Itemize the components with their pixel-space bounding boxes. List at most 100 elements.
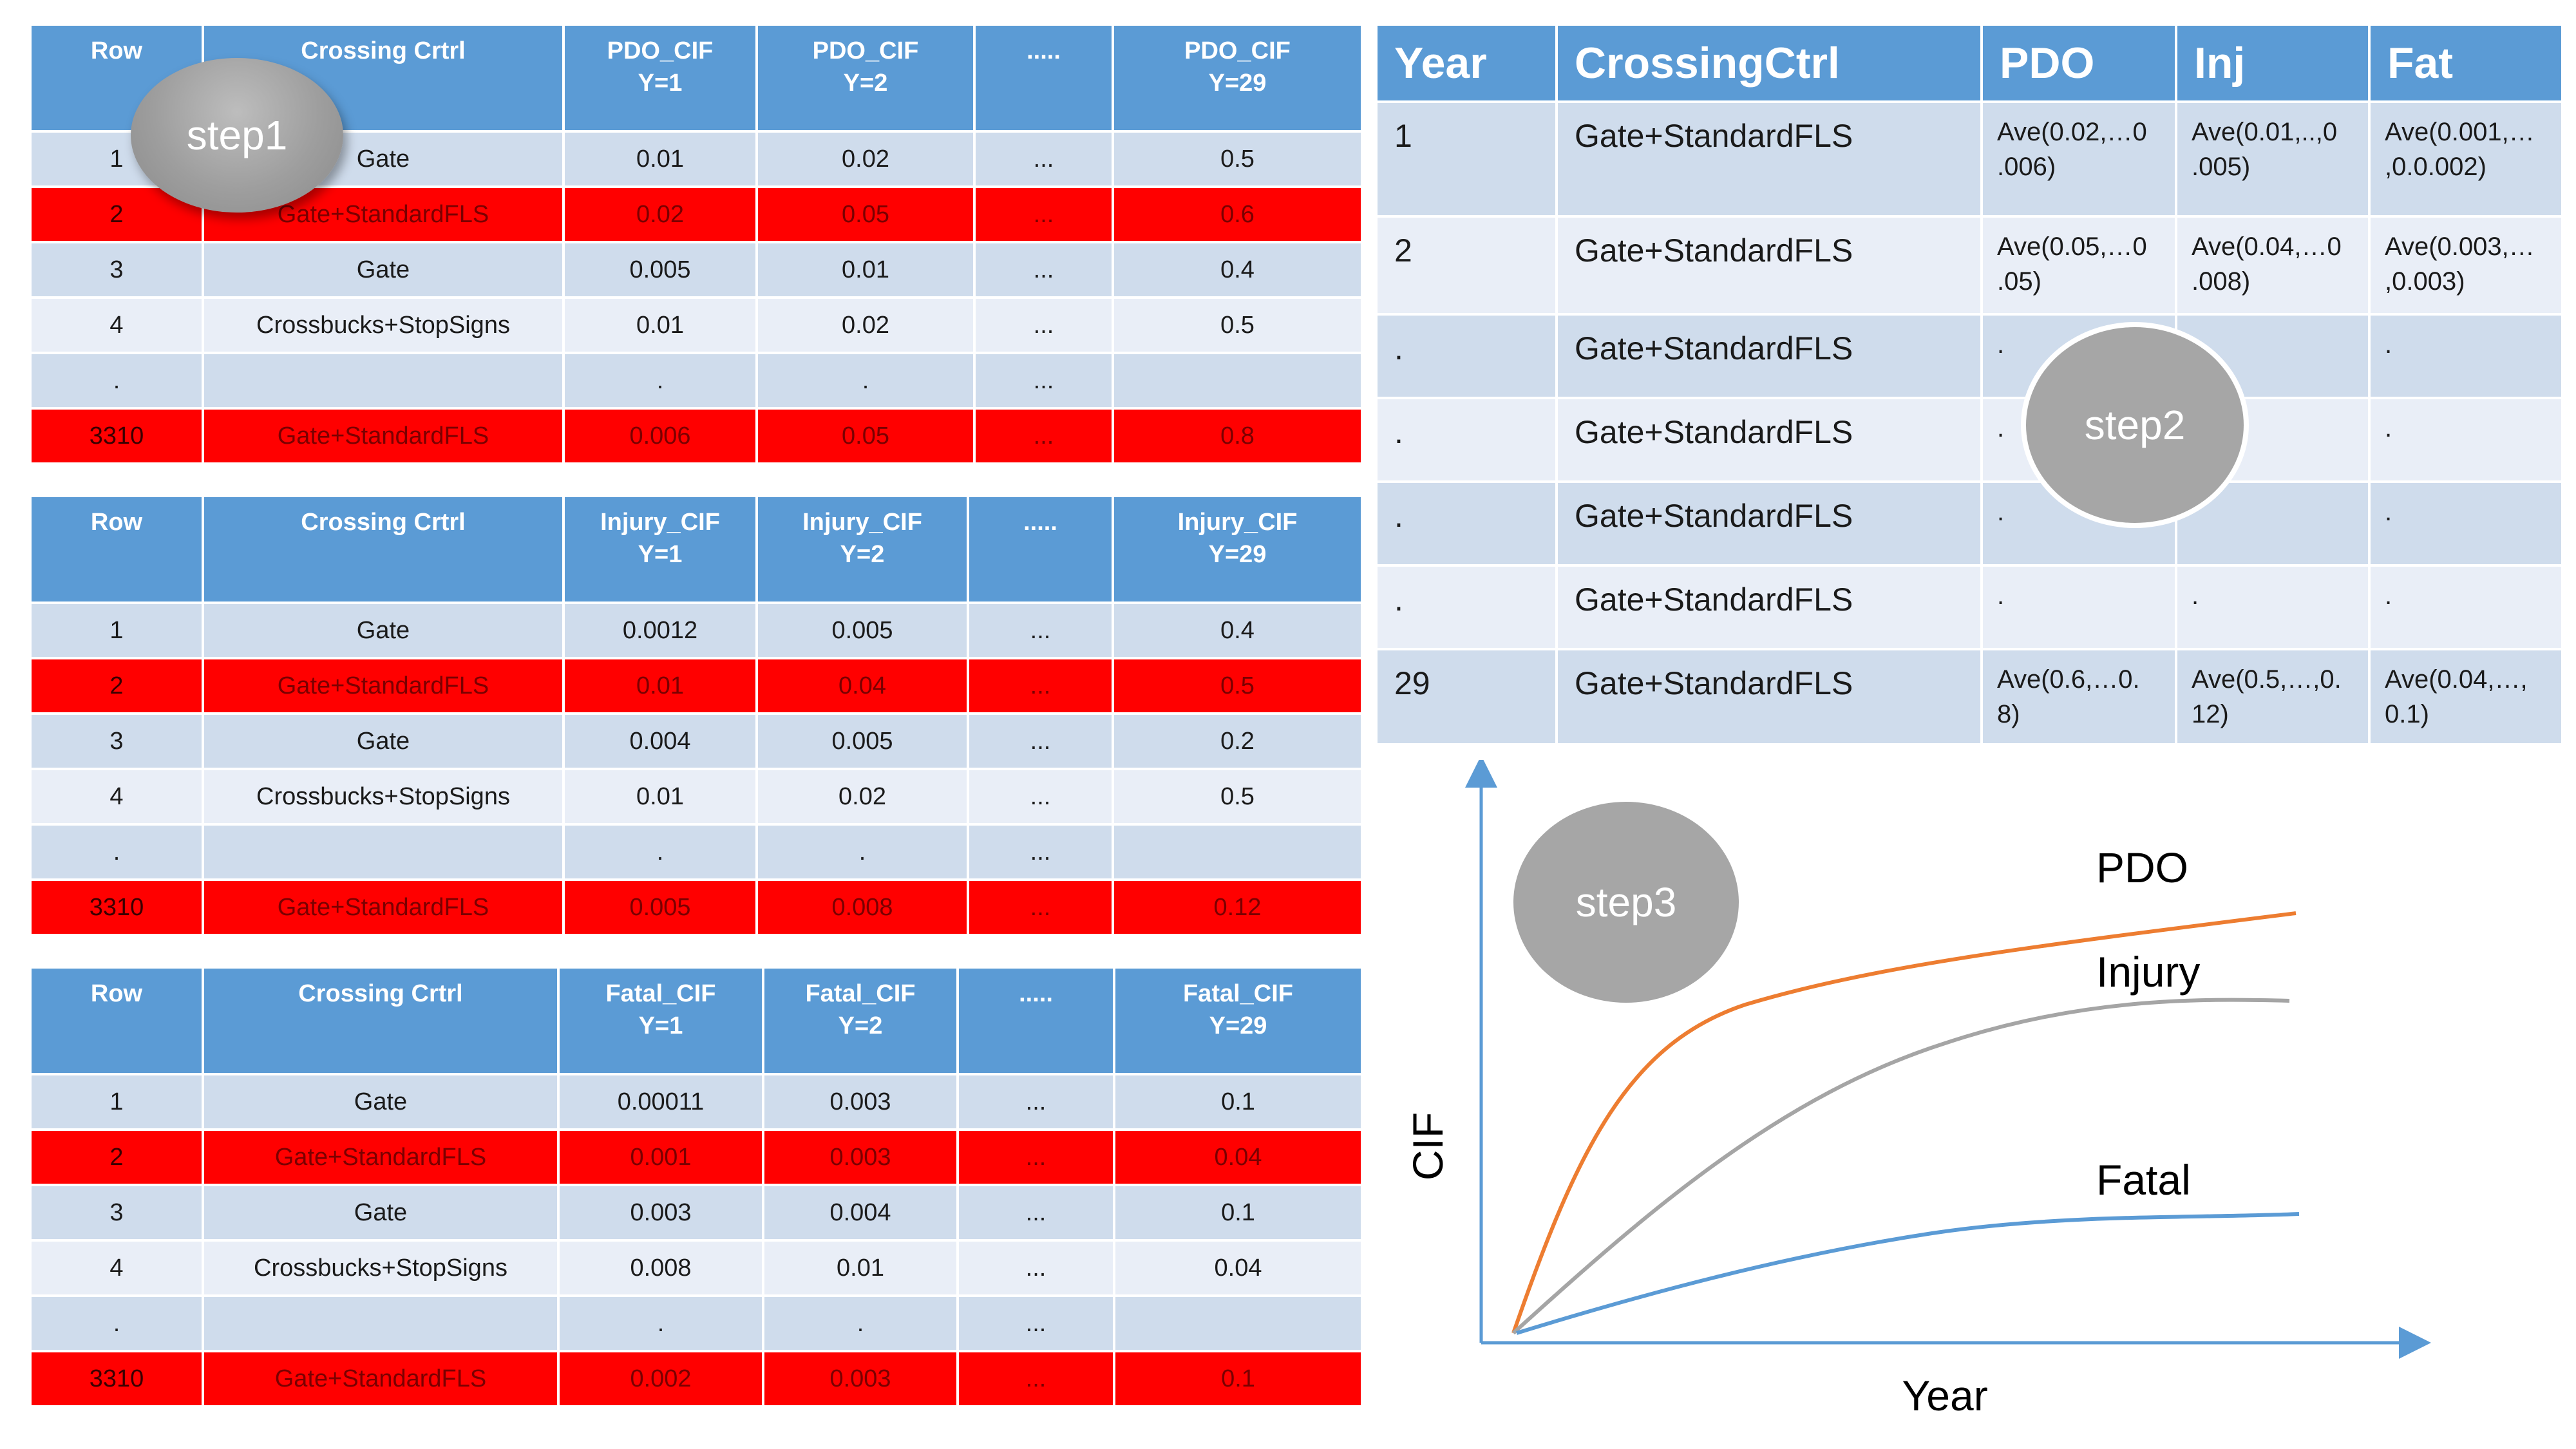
crossing-control-cell: Gate [202, 601, 565, 659]
year-cell: . [1375, 564, 1558, 650]
cif-value-cell [1112, 352, 1363, 410]
cif-value-cell: . [557, 1294, 764, 1352]
crossing-control-cell [202, 823, 565, 881]
cif-value-cell: 0.5 [1112, 657, 1363, 715]
cif-value-cell: 0.004 [562, 712, 758, 770]
cif-value-cell: 0.1 [1113, 1073, 1363, 1131]
crossing-control-cell: Crossbucks+StopSigns [202, 1239, 560, 1297]
year-cell: 2 [1375, 215, 1558, 316]
table-row: 2 Gate+StandardFLS 0.01 0.04... 0.5 [29, 657, 1363, 715]
cif-value-cell: 0.5 [1112, 130, 1363, 188]
pdo-label: PDO [2096, 844, 2188, 891]
table-row: 3 Gate 0.004 0.005... 0.2 [29, 712, 1363, 770]
average-cell: Ave(0.6,…0. 8) [1980, 648, 2177, 746]
column-header: Row [29, 495, 204, 604]
crossing-control-cell: Gate+StandardFLS [202, 1128, 560, 1186]
cif-value-cell: . [755, 352, 976, 410]
table-row: ...... [29, 823, 1363, 881]
cif-value-cell: ... [973, 352, 1114, 410]
year-cell: . [1375, 313, 1558, 399]
column-header: ..... [973, 23, 1114, 133]
table-row: 29 Gate+StandardFLS Ave(0.6,…0. 8) Ave(0.5,… [1375, 648, 2564, 746]
row-number-cell: 3 [29, 712, 204, 770]
column-header: Fatal_CIF Y=2 [762, 966, 959, 1075]
cif-value-cell: 0.05 [755, 185, 976, 243]
cif-value-cell: . [755, 823, 969, 881]
cif-value-cell: 0.01 [562, 768, 758, 826]
crossing-control-cell: Gate+StandardFLS [1555, 215, 1983, 316]
row-number-cell: 3 [29, 1184, 204, 1242]
cif-value-cell: ... [956, 1184, 1115, 1242]
fatal-cif-table: Row Crossing Crtrl Fatal_CIF Y=1 Fatal_CIF … [29, 966, 1363, 1408]
row-number-cell: 4 [29, 768, 204, 826]
row-number-cell: . [29, 823, 204, 881]
cif-value-cell: 0.04 [1113, 1239, 1363, 1297]
crossing-control-cell: Gate+StandardFLS [1555, 480, 1983, 567]
cif-value-cell [1112, 823, 1363, 881]
table-row: 3310 Gate+StandardFLS 0.002 0.003... 0.1 [29, 1350, 1363, 1408]
table-row: 3310 Gate+StandardFLS 0.005 0.008... 0.12 [29, 878, 1363, 936]
cif-value-cell: ... [956, 1073, 1115, 1131]
column-header: PDO_CIF Y=1 [562, 23, 758, 133]
column-header: PDO_CIF Y=2 [755, 23, 976, 133]
table-header-row: Row Crossing Crtrl Fatal_CIF Y=1 Fatal_CIF … [29, 966, 1363, 1075]
cif-value-cell: 0.02 [755, 768, 969, 826]
step2-label: step2 [2084, 402, 2186, 448]
cif-value-cell: 0.003 [557, 1184, 764, 1242]
step1-bubble: step1 [131, 58, 343, 213]
average-cell: Ave(0.05,…0 .05) [1980, 215, 2177, 316]
row-number-cell: 4 [29, 296, 204, 354]
cif-value-cell: 0.008 [755, 878, 969, 936]
cif-value-cell: ... [973, 407, 1114, 465]
table-header-row: Year CrossingCtrl PDO Inj Fat [1375, 23, 2564, 103]
crossing-control-cell: Crossbucks+StopSigns [202, 768, 565, 826]
table-row: 2 Gate+StandardFLS 0.02 0.05... 0.6 [29, 185, 1363, 243]
cif-value-cell: . [562, 352, 758, 410]
row-number-cell: 1 [29, 601, 204, 659]
crossing-control-cell: Gate+StandardFLS [202, 1350, 560, 1408]
x-axis-label: Year [1902, 1372, 1987, 1419]
row-number-cell: 2 [29, 657, 204, 715]
column-header: Injury_CIF Y=29 [1112, 495, 1363, 604]
table-row: . Gate+StandardFLS.. [1375, 397, 2564, 483]
column-header: Fat [2368, 23, 2564, 103]
cif-value-cell: 0.006 [562, 407, 758, 465]
year-cell: . [1375, 480, 1558, 567]
average-cell: . [2175, 564, 2371, 650]
cif-value-cell: ... [973, 130, 1114, 188]
average-cell: Ave(0.003,… ,0.003) [2368, 215, 2564, 316]
cif-value-cell [1113, 1294, 1363, 1352]
cif-value-cell: 0.002 [557, 1350, 764, 1408]
average-cell: Ave(0.04,…0 .008) [2175, 215, 2371, 316]
cif-value-cell: 0.008 [557, 1239, 764, 1297]
average-cell: . [2368, 564, 2564, 650]
column-header: PDO_CIF Y=29 [1112, 23, 1363, 133]
year-cell: 1 [1375, 100, 1558, 218]
cif-value-cell: ... [956, 1239, 1115, 1297]
cif-value-cell: 0.12 [1112, 878, 1363, 936]
cif-value-cell: 0.004 [762, 1184, 959, 1242]
column-header: Row [29, 966, 204, 1075]
row-number-cell: 3310 [29, 1350, 204, 1408]
injury-curve [1511, 998, 2290, 1335]
crossing-control-cell [202, 1294, 560, 1352]
cif-value-cell: 0.04 [1113, 1128, 1363, 1186]
crossing-control-cell: Gate+StandardFLS [202, 878, 565, 936]
table-row: 3310 Gate+StandardFLS 0.006 0.05... 0.8 [29, 407, 1363, 465]
crossing-control-cell: Gate+StandardFLS [1555, 100, 1983, 218]
row-number-cell: 1 [29, 1073, 204, 1131]
year-cell: . [1375, 397, 1558, 483]
cif-value-cell: ... [973, 296, 1114, 354]
cif-value-cell: ... [967, 601, 1114, 659]
table-row: 4 Crossbucks+StopSigns 0.01 0.02... 0.5 [29, 768, 1363, 826]
crossing-control-cell: Gate [202, 1073, 560, 1131]
cif-value-cell: 0.00011 [557, 1073, 764, 1131]
cif-value-cell: 0.2 [1112, 712, 1363, 770]
cif-value-cell: ... [967, 878, 1114, 936]
cif-value-cell: 0.003 [762, 1073, 959, 1131]
row-number-cell: 4 [29, 1239, 204, 1297]
row-number-cell: 3310 [29, 407, 204, 465]
cif-value-cell: 0.4 [1112, 241, 1363, 299]
table-row: 2 Gate+StandardFLS Ave(0.05,…0 .05) Ave(0.0… [1375, 215, 2564, 316]
average-cell: . [2368, 480, 2564, 567]
